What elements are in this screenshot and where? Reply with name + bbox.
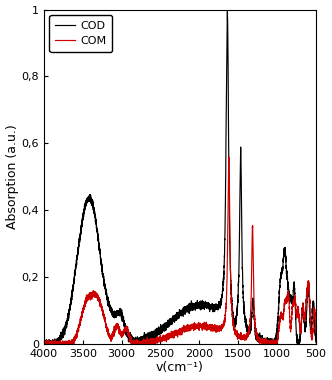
X-axis label: v(cm⁻¹): v(cm⁻¹): [156, 361, 204, 374]
COM: [227, 155, 231, 160]
COD: [42, 342, 46, 346]
Legend: COD, COM: COD, COM: [49, 15, 112, 52]
Line: COD: COD: [44, 10, 316, 344]
COD: [205, 303, 209, 308]
COM: [91, 292, 95, 297]
COD: [91, 205, 95, 209]
COM: [219, 325, 223, 329]
COD: [314, 340, 318, 345]
COM: [42, 342, 46, 346]
COM: [205, 325, 209, 329]
COD: [245, 325, 249, 329]
COD: [42, 339, 46, 343]
Y-axis label: Absorption (a.u.): Absorption (a.u.): [6, 124, 19, 229]
COM: [146, 339, 150, 344]
COD: [225, 7, 229, 12]
COM: [245, 335, 249, 340]
COD: [146, 335, 150, 340]
COD: [266, 340, 270, 345]
COM: [314, 331, 318, 335]
COD: [219, 299, 223, 304]
Line: COM: COM: [44, 157, 316, 344]
COM: [266, 339, 270, 344]
